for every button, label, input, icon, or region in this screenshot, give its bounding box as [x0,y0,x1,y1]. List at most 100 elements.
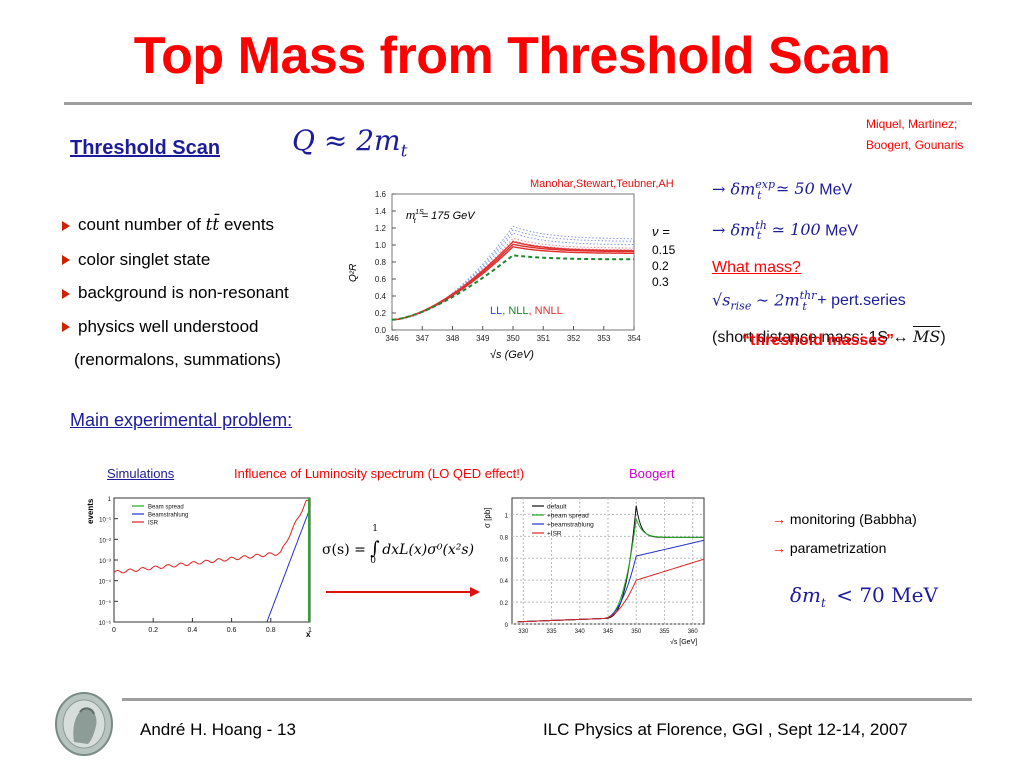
x-axis-label: x [306,630,311,639]
bullet-item: background is non-resonant [62,276,289,310]
y-tick-label: 10⁻⁶ [99,620,112,627]
experimental-heading: Main experimental problem: [70,410,293,430]
y-tick-label: 0.6 [500,557,509,563]
note-parametrization: → parametrization [772,540,887,556]
plot-curves [391,225,635,321]
triangle-bullet-icon [62,288,70,299]
threshold-masses-label: “threshold masses” [742,332,895,349]
triangle-bullet-icon [62,220,70,231]
nu-value: 0.2 [652,259,669,273]
rise-relation: √srise ∼ 2mthrt + pert.series [712,289,906,313]
bullet-list: count number of tt̄ events color singlet… [62,208,289,377]
x-ticks: 0 0.2 0.4 0.6 0.8 1 [112,618,312,634]
cross-section-plot: σ [pb] √s [GeV] 0 0.2 0.4 0.6 0.8 1 330 335 340… [483,497,705,646]
x-tick-label: 353 [597,334,611,343]
luminosity-plot: events x 10⁻⁶10⁻⁵10⁻⁴10⁻³10⁻²10⁻¹1 0 0.2 0… [86,497,312,639]
x-tick-label: 354 [627,334,641,343]
references: Miquel, Martinez; Boogert, Gounaris [866,114,963,156]
y-tick-label: 0.8 [500,535,509,541]
footer-author: André H. Hoang - 13 [140,720,296,739]
x-tick-label: 360 [688,629,699,635]
y-tick-label: 10⁻³ [99,559,111,565]
y-tick-label: 0.0 [375,326,387,335]
x-tick-label: 340 [575,629,586,635]
reference-line-1: Miquel, Martinez; [866,117,958,131]
bullet-item: physics well understood [62,310,289,344]
isr-curve [517,558,705,623]
x-tick-label: 347 [416,334,430,343]
triangle-bullet-icon [62,255,70,266]
delta-mt-result: δmt < 70 MeV [790,583,938,610]
footer-divider [122,698,972,701]
threshold-scan-heading: Threshold Scan [70,137,221,159]
nu-value: 0.3 [652,275,669,289]
legend-label: +beam spread [547,513,589,520]
legend-orders: LL, NLL, NNLL [490,305,563,317]
y-tick-label: 0.2 [500,601,509,607]
x-tick-label: 351 [537,334,551,343]
x-tick-label: 355 [659,629,670,635]
y-tick-label: 10⁻⁴ [99,579,112,586]
y-tick-label: 0.4 [375,292,387,301]
x-tick-label: 345 [603,629,614,635]
plot-curves [517,505,705,623]
y-tick-label: 1.0 [375,241,387,250]
y-tick-label: 1 [108,497,112,503]
y-tick-label: 10⁻² [99,538,111,544]
th-uncertainty: → δmtht ≃ 100 MeV [712,218,859,243]
x-tick-label: 1 [308,627,312,634]
y-tick-label: 0.4 [500,579,509,585]
footer-event: ILC Physics at Florence, GGI , Sept 12-1… [543,720,908,739]
legend-label: +ISR [547,531,562,538]
bullet-item: count number of tt̄ events [62,208,289,243]
y-tick-label: 1.2 [375,224,387,233]
plot-curves [113,498,311,623]
monitoring-notes: → monitoring (Babbha) → parametrization [772,505,917,563]
y-axis-label: σ [pb] [483,507,492,528]
nll-curve [391,254,634,321]
legend-label: default [547,504,567,511]
x-tick-label: 0.8 [266,627,276,634]
plot-frame [113,497,311,623]
legend-label: ISR [148,521,159,527]
x-tick-label: 348 [446,334,460,343]
exp-uncertainty: → δmexpt ≃ 50 MeV [712,178,853,202]
plot-frame [511,497,705,625]
y-tick-label: 1.6 [375,190,387,199]
boogert-label: Boogert [629,466,675,481]
x-tick-label: 335 [547,629,558,635]
x-tick-label: 350 [631,629,642,635]
x-tick-label: 0.4 [188,627,198,634]
y-tick-label: 0.2 [375,309,387,318]
x-axis-label: √s [GeV] [670,638,697,646]
slide-title: Top Mass from Threshold Scan [133,27,891,85]
x-tick-label: 0 [112,627,116,634]
y-ticks: 10⁻⁶ 10⁻⁵ 10⁻⁴ 10⁻³ 10⁻² 10⁻¹ 1 [99,497,118,627]
nu-label: ν = [652,224,670,239]
mass-label: m1S t = 175 GeV [406,209,476,225]
x-tick-label: 352 [567,334,581,343]
right-arrow-icon [326,587,480,597]
threshold-formula: Q ≈ 2mt [292,124,407,162]
y-axis-label: events [86,498,95,524]
x-tick-label: 349 [476,334,490,343]
y-tick-label: 1 [505,513,509,519]
x-tick-label: 350 [506,334,520,343]
y-tick-label: 10⁻⁵ [99,599,112,606]
y-tick-label: 1.4 [375,207,387,216]
x-ticks: 330 335 340 345 350 355 360 [518,629,698,635]
legend-label: Beam spread [148,505,184,511]
y-tick-label: 0.8 [375,258,387,267]
y-axis-label: Q²R [348,264,359,282]
x-tick-label: 330 [518,629,529,635]
beamstrahlung-curve [266,508,311,623]
formula-text: Q ≈ 2m [292,124,401,157]
y-tick-label: 10⁻¹ [99,518,111,524]
isr-curve [113,499,310,574]
plot-authors: Manohar,Stewart,Teubner,AH [530,178,674,190]
influence-label: Influence of Luminosity spectrum (LO QED… [234,466,525,481]
short-distance-note: (short distance mass: 1S ↔ MS) [712,326,946,346]
nu-value: 0.15 [652,243,676,257]
legend-label: +beamstrahlung [547,522,594,529]
y-ticks: 0.0 0.2 0.4 0.6 0.8 1.0 1.2 1.4 1.6 [375,190,396,335]
